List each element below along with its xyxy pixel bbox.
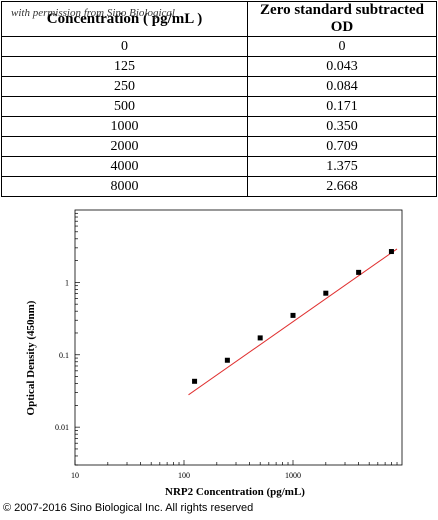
cell-od: 0.350 bbox=[247, 116, 437, 137]
header-concentration: Concentration ( pg/mL ) bbox=[1, 1, 248, 37]
cell-concentration: 250 bbox=[1, 76, 248, 97]
cell-concentration: 4000 bbox=[1, 156, 248, 177]
header-od: Zero standard subtracted OD bbox=[247, 1, 437, 37]
y-tick-label: 0.01 bbox=[55, 423, 69, 432]
data-point bbox=[323, 290, 329, 296]
table-row: 1000 0.350 bbox=[1, 116, 437, 137]
data-point bbox=[224, 357, 230, 363]
data-point bbox=[192, 378, 198, 384]
chart-ticks: 10 100 1000 0.01 0.1 1 bbox=[55, 212, 398, 480]
table-row: 4000 1.375 bbox=[1, 156, 437, 177]
y-tick-label: 0.1 bbox=[59, 351, 69, 360]
fit-line-group bbox=[188, 248, 398, 396]
table-row: 250 0.084 bbox=[1, 76, 437, 97]
plot-frame bbox=[74, 209, 403, 466]
data-points bbox=[192, 249, 394, 384]
table-row: 2000 0.709 bbox=[1, 136, 437, 157]
cell-od: 1.375 bbox=[247, 156, 437, 177]
chart-axes bbox=[74, 209, 403, 466]
data-point bbox=[290, 312, 296, 318]
data-point bbox=[257, 335, 263, 341]
cell-concentration: 500 bbox=[1, 96, 248, 117]
x-tick-label: 10 bbox=[71, 471, 79, 480]
table-body: 0 0 125 0.043 250 0.084 500 0.171 1000 0.350 2000 0… bbox=[1, 36, 437, 197]
standard-curve-chart: 10 100 1000 0.01 0.1 1 NRP2 Concentration (pg… bbox=[25, 209, 403, 498]
x-tick-label: 1000 bbox=[285, 471, 301, 480]
table-row: 125 0.043 bbox=[1, 56, 437, 77]
data-table: Concentration ( pg/mL ) Zero standard su… bbox=[1, 1, 437, 197]
cell-concentration: 1000 bbox=[1, 116, 248, 137]
cell-concentration: 125 bbox=[1, 56, 248, 77]
data-table-container: Concentration ( pg/mL ) Zero standard su… bbox=[1, 1, 437, 197]
cell-od: 0.084 bbox=[247, 76, 437, 97]
x-tick-label: 100 bbox=[178, 471, 190, 480]
cell-od: 2.668 bbox=[247, 176, 437, 197]
cell-concentration: 2000 bbox=[1, 136, 248, 157]
fit-line bbox=[188, 248, 398, 396]
table-row: 500 0.171 bbox=[1, 96, 437, 117]
x-axis-label: NRP2 Concentration (pg/mL) bbox=[165, 486, 305, 498]
cell-concentration: 8000 bbox=[1, 176, 248, 197]
cell-od: 0.171 bbox=[247, 96, 437, 117]
table-row: 8000 2.668 bbox=[1, 176, 437, 197]
cell-od: 0.043 bbox=[247, 56, 437, 77]
data-point bbox=[388, 249, 394, 255]
y-axis-label: Optical Density (450nm) bbox=[25, 300, 37, 415]
copyright-text: © 2007-2016 Sino Biological Inc. All rig… bbox=[3, 502, 254, 514]
cell-od: 0.709 bbox=[247, 136, 437, 157]
cell-od: 0 bbox=[247, 36, 437, 57]
y-tick-label: 1 bbox=[65, 278, 69, 287]
data-point bbox=[356, 269, 362, 275]
cell-concentration: 0 bbox=[1, 36, 248, 57]
table-header-row: Concentration ( pg/mL ) Zero standard su… bbox=[1, 1, 437, 37]
